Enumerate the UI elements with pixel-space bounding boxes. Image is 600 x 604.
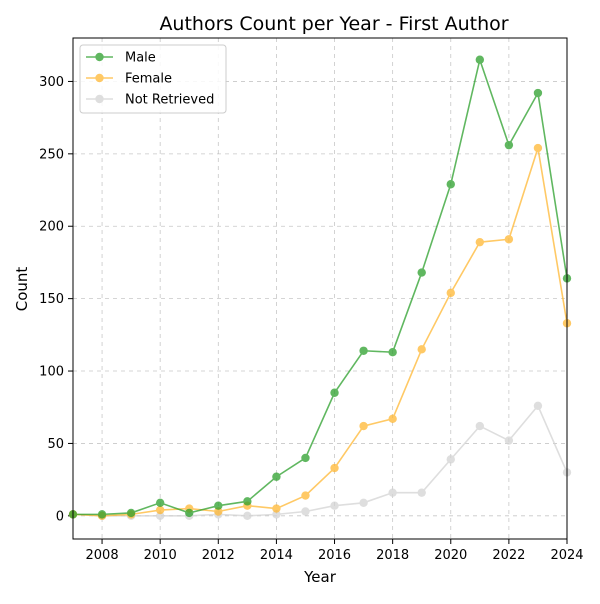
legend-marker [95,52,104,62]
data-point-female [272,504,281,513]
data-point-female [155,505,165,515]
data-point-not-retrieved [330,501,339,510]
data-point-not-retrieved [243,511,252,521]
x-tick-label: 2014 [260,548,293,563]
x-tick-label: 2010 [144,548,177,563]
y-tick-label: 200 [39,220,64,235]
data-point-male [272,472,281,481]
data-point-male [446,180,455,189]
data-point-female [388,414,397,424]
series-line-not-retrieved [72,404,568,517]
data-point-female [214,507,223,516]
y-tick-label: 250 [39,147,64,162]
y-tick-label: 50 [47,437,64,452]
legend: Male Female Not Retrieved [79,44,227,114]
series-male [68,55,572,519]
series-line-male [73,56,568,516]
data-point-not-retrieved [155,511,165,521]
x-tick-label: 2012 [202,548,235,563]
data-point-male [185,508,194,518]
data-point-male [359,346,368,355]
legend-marker [95,73,104,83]
data-point-not-retrieved [504,436,514,445]
legend-marker [95,94,104,104]
data-point-female [475,237,485,247]
data-point-not-retrieved [272,510,281,519]
grid [73,38,568,539]
legend-label-male: Male [125,51,156,66]
legend-item-female: Female [86,72,172,87]
data-point-female [359,421,368,431]
legend-swatch-male [86,52,113,62]
legend-item-male: Male [86,51,156,66]
data-point-male [97,510,107,519]
legend-box [79,44,227,114]
data-point-not-retrieved [475,421,485,431]
data-point-male [243,497,252,506]
series-line-female [72,147,568,517]
x-tick-label: 2024 [550,548,583,563]
x-tick-label: 2008 [86,548,119,563]
plot-frame [72,37,568,540]
data-point-female [417,345,426,354]
data-point-male [155,498,165,508]
data-point-female [301,491,310,500]
data-point-male [475,55,485,64]
data-point-female [533,143,543,153]
legend-label-female: Female [125,72,172,87]
data-point-female [504,235,514,244]
data-point-not-retrieved [417,488,426,497]
data-point-male [330,388,339,397]
x-tick-label: 2020 [434,548,467,563]
x-tick-label: 2016 [318,548,351,563]
series-female [68,143,572,521]
y-axis-ticks: 0 50 100 150 200 250 300 [39,75,73,524]
y-axis-label: Count [13,267,31,312]
y-tick-label: 150 [39,292,64,307]
series-layer [68,55,572,521]
data-point-male [504,140,514,150]
data-point-male [214,501,223,510]
legend-label-not-retrieved: Not Retrieved [125,93,214,108]
data-point-male [301,453,310,463]
y-tick-label: 300 [39,75,64,90]
x-axis-ticks: 2008 2010 2012 2014 2016 2018 2020 2022 2024 [86,539,584,563]
x-tick-label: 2018 [376,548,409,563]
y-tick-label: 100 [39,365,64,380]
x-tick-label: 2022 [492,548,525,563]
legend-item-not-retrieved: Not Retrieved [86,93,214,108]
data-point-male [388,348,397,357]
data-point-not-retrieved [533,401,543,410]
data-point-not-retrieved [388,488,397,497]
x-axis-label: Year [303,568,337,586]
data-point-female [330,463,339,473]
legend-swatch-female [86,73,113,83]
data-point-not-retrieved [446,455,455,464]
y-tick-label: 0 [56,509,64,524]
legend-swatch-not-retrieved [86,94,113,104]
data-point-not-retrieved [359,498,368,508]
data-point-male [417,268,426,277]
data-point-male [126,508,136,518]
chart-title: Authors Count per Year - First Author [159,13,508,35]
series-not-retrieved [68,401,572,521]
data-point-not-retrieved [301,507,310,516]
data-point-male [533,88,543,98]
data-point-female [446,288,455,298]
